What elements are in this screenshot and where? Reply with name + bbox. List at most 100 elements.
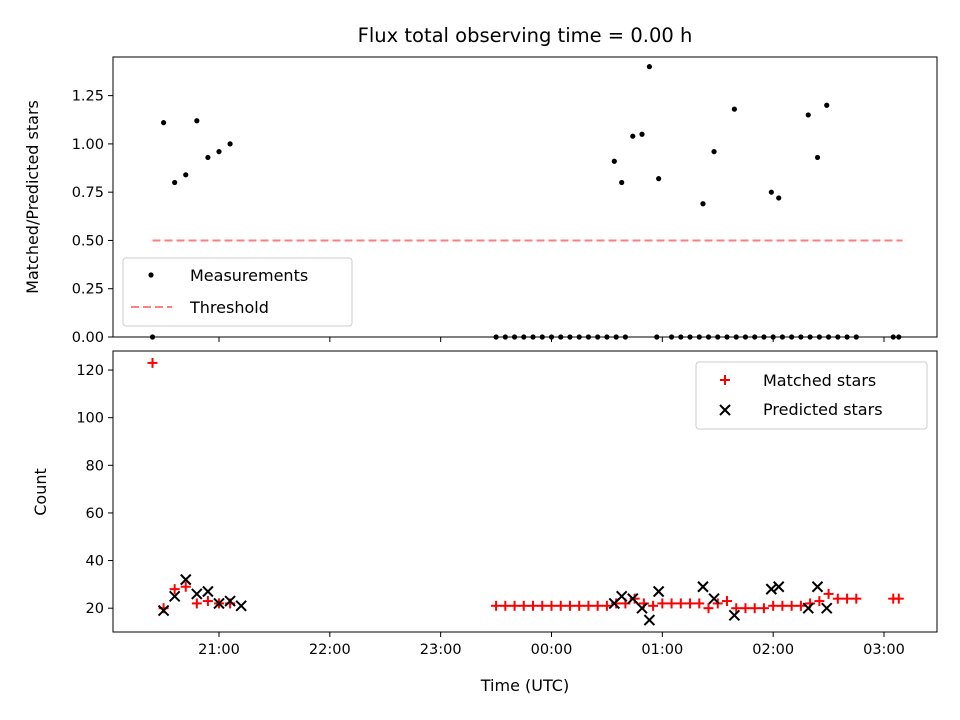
measurement-point (613, 334, 619, 340)
matched-star-point (893, 593, 904, 604)
measurement-point (227, 141, 233, 147)
measurement-point (761, 334, 767, 340)
y-tick-label: 0.75 (72, 185, 104, 201)
y-tick-label: 0.25 (72, 282, 104, 298)
predicted-star-stroke-b (636, 602, 648, 614)
matched-star-point (703, 603, 714, 614)
measurement-point (639, 131, 645, 137)
measurement-point (567, 334, 573, 340)
predicted-star-point (811, 581, 824, 593)
matched-star-point (546, 600, 557, 611)
legend-measurements-label: Measurements (190, 266, 308, 285)
measurement-point (705, 334, 712, 340)
matched-star-point (657, 598, 668, 609)
y-tick-label: 40 (86, 554, 104, 570)
measurement-point (530, 334, 536, 340)
measurement-point (807, 334, 813, 340)
predicted-star-stroke-b (224, 595, 236, 607)
predicted-star-stroke-b (802, 602, 814, 614)
matched-star-point (537, 600, 548, 611)
y-tick-label: 60 (86, 506, 104, 522)
measurement-point (521, 334, 527, 340)
measurement-point (585, 334, 592, 340)
matched-star-point (518, 600, 529, 611)
matched-star-point (666, 598, 677, 609)
predicted-star-point (180, 573, 192, 586)
legend-predicted-marker-b (719, 404, 731, 416)
predicted-star-point (615, 590, 628, 602)
matched-star-point (768, 600, 779, 611)
measurement-point (172, 179, 178, 186)
y-tick-label: 100 (76, 411, 104, 427)
measurement-point (511, 334, 518, 340)
predicted-star-stroke-b (811, 581, 824, 593)
measurement-point (789, 334, 795, 340)
matched-star-point (491, 600, 502, 611)
legend-matched-label: Matched stars (763, 371, 876, 390)
predicted-star-point (157, 604, 170, 617)
predicted-star-point (213, 597, 225, 610)
y-tick-label: 1.00 (72, 137, 104, 153)
measurement-point (678, 334, 684, 340)
measurement-point (696, 334, 702, 340)
predicted-star-stroke-b (202, 585, 214, 598)
matched-star-point (648, 600, 659, 611)
bottom-legend-box (695, 361, 928, 430)
predicted-star-point (168, 590, 181, 602)
bottom-y-axis-label: Count (31, 468, 50, 516)
predicted-star-stroke-b (235, 600, 247, 612)
matched-star-point (574, 600, 585, 611)
predicted-star-stroke-b (213, 597, 225, 610)
measurement-point (619, 179, 625, 186)
y-tick-label: 80 (86, 458, 104, 474)
predicted-star-point (643, 614, 656, 626)
measurement-point (576, 334, 582, 340)
predicted-star-point (202, 585, 214, 598)
measurement-point (548, 334, 555, 340)
predicted-star-stroke-b (643, 614, 656, 626)
matched-star-point (731, 603, 742, 614)
predicted-star-point (235, 600, 247, 612)
measurement-point (816, 334, 822, 340)
measurement-point (798, 334, 804, 340)
matched-star-point (749, 603, 760, 614)
measurement-point (646, 64, 653, 70)
predicted-star-stroke-b (191, 588, 203, 600)
predicted-star-stroke-b (615, 590, 628, 602)
predicted-star-stroke-b (697, 581, 709, 593)
matched-star-point (169, 584, 180, 595)
matched-star-point (777, 600, 788, 611)
measurement-point (835, 334, 841, 340)
measurement-point (668, 334, 675, 340)
measurement-point (539, 334, 545, 340)
matched-star-point (564, 600, 575, 611)
predicted-star-point (697, 581, 709, 593)
measurement-point (853, 334, 859, 340)
x-tick-label: 22:00 (309, 642, 351, 658)
measurement-point (654, 334, 660, 340)
predicted-star-point (802, 602, 814, 614)
measurement-point (724, 334, 730, 340)
matched-star-point (583, 600, 594, 611)
matched-star-point (528, 600, 539, 611)
chart-title: Flux total observing time = 0.00 h (358, 24, 693, 47)
measurement-point (687, 334, 693, 340)
x-tick-label: 03:00 (863, 642, 905, 658)
matched-star-point (685, 598, 696, 609)
predicted-star-stroke-b (627, 592, 639, 605)
x-tick-label: 23:00 (420, 642, 462, 658)
predicted-star-point (652, 585, 665, 598)
predicted-star-stroke-b (157, 604, 170, 617)
measurement-point (890, 334, 896, 340)
measurement-point (844, 334, 850, 340)
legend-predicted-label: Predicted stars (763, 400, 883, 419)
y-tick-label: 1.25 (72, 89, 104, 105)
plot-frame (112, 350, 938, 633)
measurement-point (824, 102, 830, 108)
measurement-point (814, 154, 821, 161)
measurement-point (622, 334, 628, 340)
predicted-star-point (636, 602, 648, 614)
top-y-axis-label: Matched/Predicted stars (23, 100, 42, 294)
matched-star-point (694, 598, 705, 609)
